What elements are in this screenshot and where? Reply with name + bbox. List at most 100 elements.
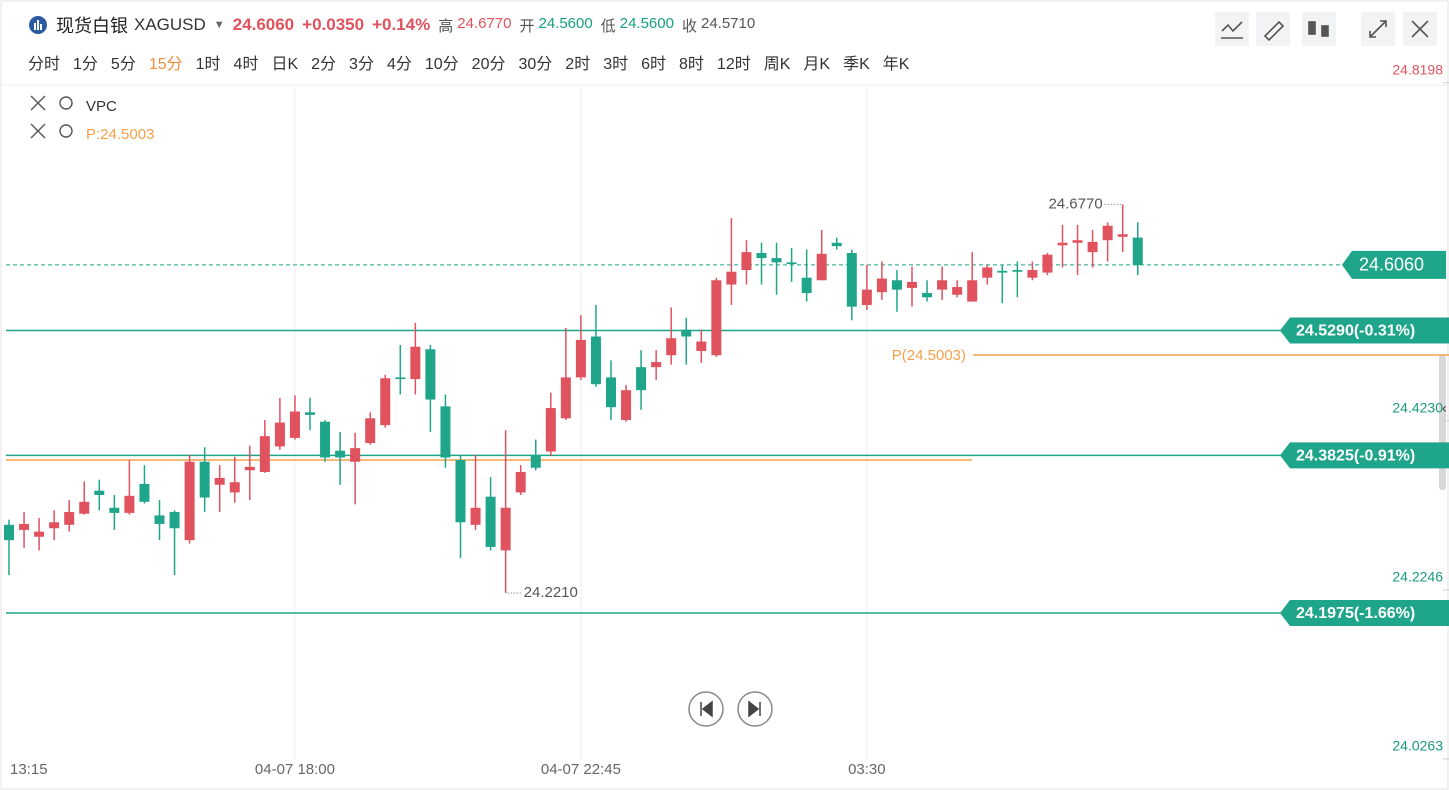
candle-body [34, 531, 45, 537]
interval[interactable]: 12时 [716, 56, 751, 73]
candle-body [410, 346, 421, 380]
candle-body [891, 280, 902, 290]
candle-body [786, 262, 797, 265]
stat-label: 收 [681, 17, 697, 35]
candle-icon [1321, 25, 1329, 37]
candle-body [816, 253, 827, 281]
y-tick-label: 24.0263 [1392, 738, 1443, 754]
candle-body [606, 377, 616, 408]
interval-bar: 分时 1分 5分 15分 1时 4时 日K 2分 3分 4分 10分 20分 30分 2时 3时 6时 8时 12… [28, 50, 922, 74]
candle-body [94, 490, 105, 495]
indicator-icons [30, 95, 73, 139]
candle-body [876, 278, 887, 293]
interval[interactable]: 4时 [233, 56, 259, 73]
interval[interactable]: 8时 [679, 56, 704, 73]
pen-icon [1263, 20, 1285, 42]
interval[interactable]: 年K [882, 56, 910, 73]
y-tick-label: 24.4230 [1392, 400, 1443, 416]
interval[interactable]: 1时 [195, 56, 221, 73]
symbol[interactable]: XAGUSD [134, 15, 206, 34]
interval[interactable]: 月K [803, 56, 831, 73]
candle-body [350, 448, 361, 462]
candle-body [289, 411, 300, 438]
remove-icon[interactable] [30, 123, 46, 139]
candle-body [109, 507, 120, 513]
change: +0.0350 [302, 15, 365, 34]
interval[interactable]: 4分 [386, 56, 412, 73]
interval[interactable]: 分时 [28, 56, 61, 73]
candle-body [636, 367, 647, 391]
candle-body [500, 507, 511, 551]
candle-body [530, 455, 541, 468]
interval[interactable]: 3时 [603, 56, 629, 73]
candle-body [395, 377, 406, 380]
indicator-text: VPC [86, 97, 117, 115]
interval[interactable]: 6时 [641, 56, 667, 73]
candle-body [696, 341, 707, 351]
stat-value: 24.5600 [538, 14, 593, 32]
candle-body [741, 252, 752, 271]
header: 现货白银 XAGUSD ▼ 24.6060 +0.0350 +0.14% 高 24… [28, 10, 759, 40]
candle-body [184, 461, 195, 541]
price: 24.6060 [232, 15, 295, 34]
next-icon [748, 700, 761, 718]
candle-body [455, 460, 466, 523]
candle-body [320, 421, 331, 458]
candle-body [440, 406, 451, 458]
scrollbar[interactable] [1439, 355, 1446, 490]
interval[interactable]: 日K [271, 56, 299, 73]
candle-body [365, 418, 376, 444]
candle-body [846, 252, 857, 307]
candle-body [651, 362, 662, 368]
x-tick-label: 04-07 18:00 [255, 761, 335, 778]
candle-body [515, 471, 526, 493]
candle-body [831, 242, 842, 247]
candle-body [139, 483, 150, 502]
candle-body [922, 293, 933, 298]
instrument-name: 现货白银 [56, 16, 128, 36]
y-tick-label: 24.2246 [1392, 569, 1443, 585]
interval[interactable]: 周K [763, 56, 791, 73]
indicator-text: P:24.5003 [86, 125, 155, 143]
logo [29, 16, 47, 34]
caret[interactable]: ▼ [213, 19, 225, 31]
interval[interactable]: 季K [843, 56, 870, 73]
interval[interactable]: 1分 [73, 56, 98, 73]
level-label: 24.5290(-0.31%) [1296, 323, 1415, 340]
interval[interactable]: 15分 [148, 56, 183, 73]
remove-icon[interactable] [30, 95, 46, 111]
candle-body [1087, 241, 1098, 253]
interval[interactable]: 10分 [424, 56, 459, 73]
candle-body [621, 390, 632, 420]
candle-body [1042, 254, 1053, 273]
icon-bg[interactable] [1302, 12, 1336, 46]
settings-icon[interactable] [59, 96, 73, 110]
indicator-row: P:24.5003 [28, 120, 154, 148]
stat-label: 高 [438, 17, 454, 35]
candle-body [560, 377, 571, 419]
candle-body [907, 281, 917, 288]
candle-body [244, 466, 255, 471]
interval[interactable]: 5分 [110, 56, 136, 73]
candle-body [259, 436, 270, 472]
candle-body [681, 329, 692, 337]
candle-body [771, 258, 782, 263]
scroll-arrow: ‹ [1442, 400, 1447, 416]
indicator-row: VPC [28, 92, 154, 120]
interval[interactable]: 20分 [471, 56, 506, 73]
candle-body [229, 482, 240, 493]
level-badge [1280, 600, 1449, 627]
interval[interactable]: 30分 [518, 56, 553, 73]
last-price-badge [1342, 250, 1446, 279]
interval[interactable]: 3分 [349, 56, 374, 73]
x-tick-label: 03:30 [848, 761, 886, 778]
stat-label: 开 [519, 17, 535, 35]
settings-icon[interactable] [59, 124, 73, 138]
interval[interactable]: 2分 [311, 56, 337, 73]
candle-body [952, 287, 963, 295]
candle-body [305, 412, 315, 415]
prev-icon [700, 700, 713, 718]
interval[interactable]: 2时 [565, 56, 591, 73]
